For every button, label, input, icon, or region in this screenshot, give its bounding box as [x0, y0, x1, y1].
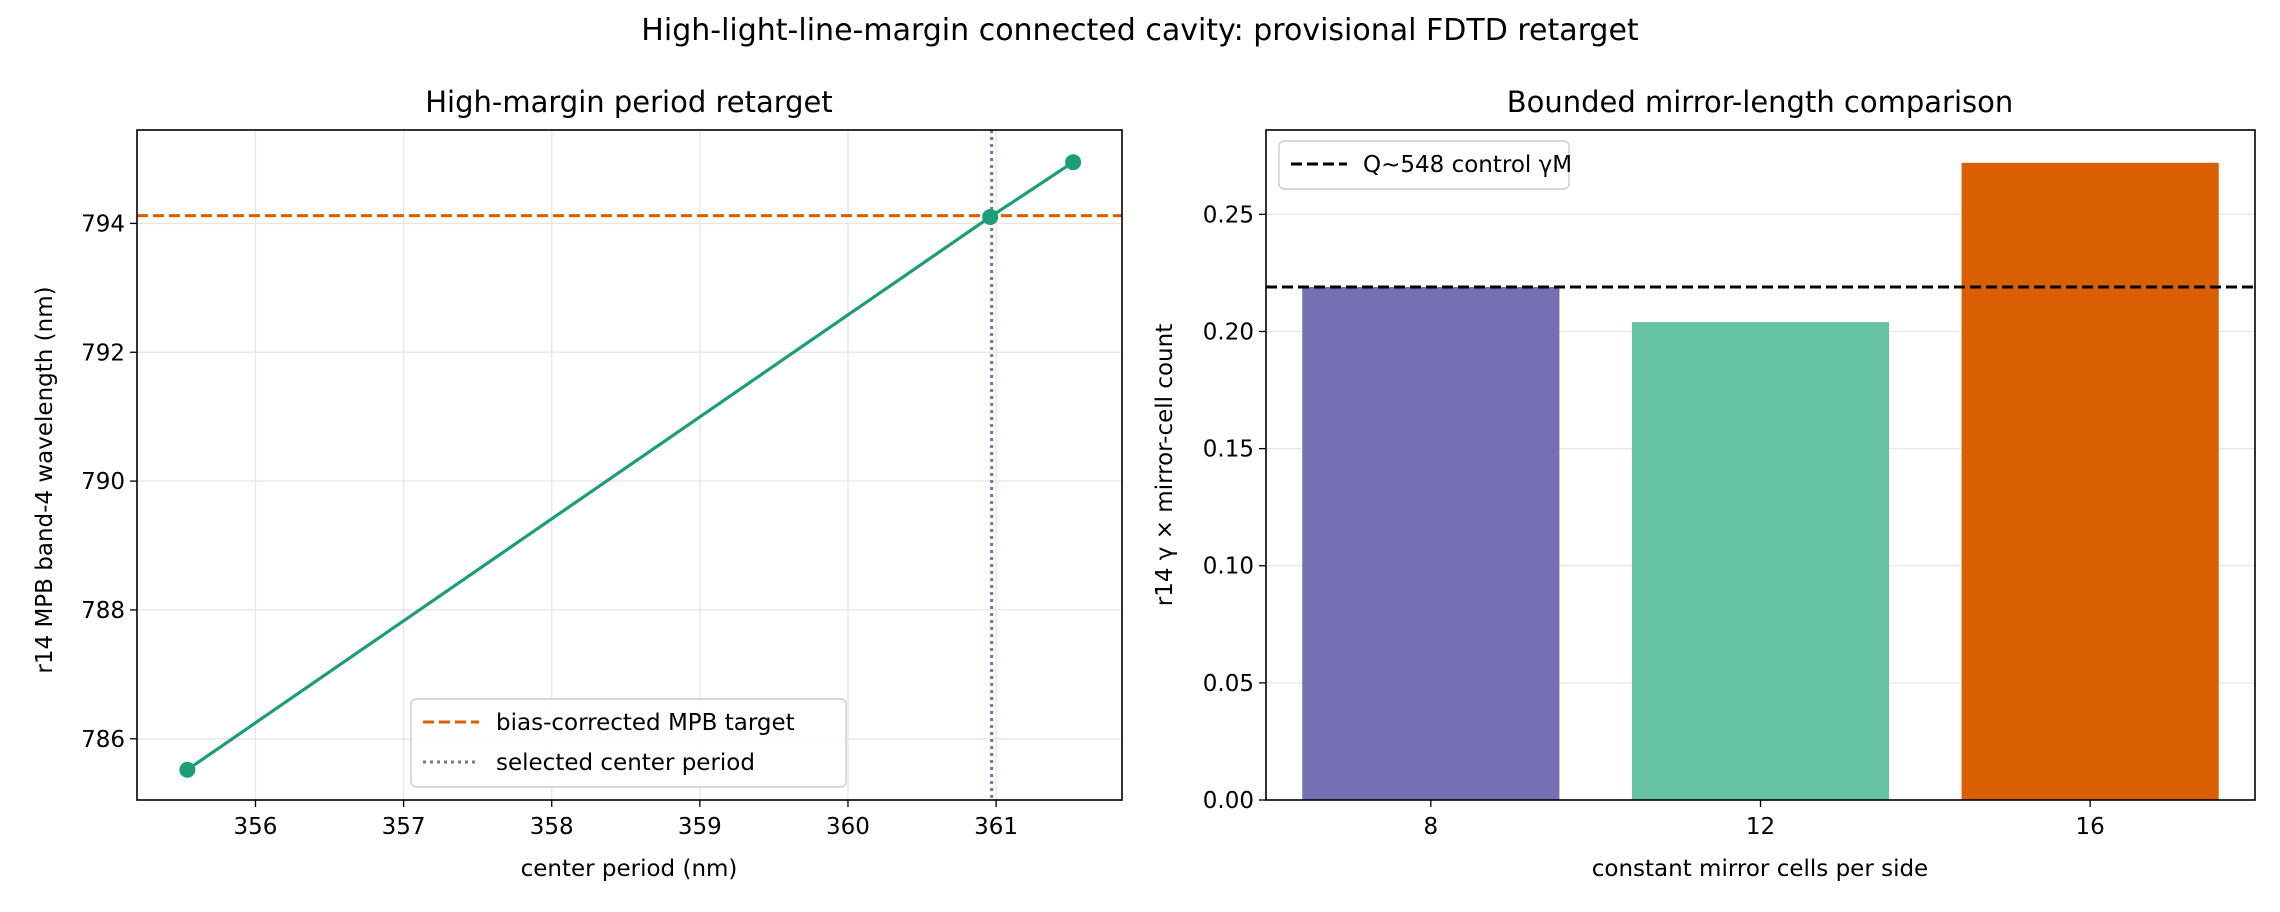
left-marks	[137, 130, 1122, 800]
left-x-tick-label: 358	[530, 814, 574, 840]
right-y-tick-label: 0.25	[1203, 202, 1254, 228]
right-plot-frame	[1265, 129, 2256, 801]
left-x-axis-label: center period (nm)	[521, 856, 738, 882]
right-chart-title: Bounded mirror-length comparison	[1507, 85, 2014, 119]
right-y-tick-label: 0.05	[1203, 671, 1254, 697]
left-legend: bias-corrected MPB target selected cente…	[410, 698, 847, 788]
left-x-tick-label: 359	[678, 814, 722, 840]
left-chart-title: High-margin period retarget	[425, 85, 833, 119]
figure-suptitle: High-light-line-margin connected cavity:…	[641, 13, 1639, 48]
left-panel: High-margin period retarget center perio…	[32, 85, 1123, 882]
left-y-tick-label: 790	[81, 469, 125, 495]
wavelength-series-line	[186, 160, 1075, 772]
legend-selected-label: selected center period	[496, 750, 755, 776]
left-y-tick-label: 786	[81, 727, 125, 753]
wavelength-data-point	[982, 208, 999, 225]
right-x-axis-label: constant mirror cells per side	[1592, 856, 1928, 882]
left-grid	[137, 130, 1122, 800]
right-legend: Q~548 control γM	[1278, 140, 1572, 190]
left-ticks: 356 357 358 359 360 361 786 788 790 792 794	[81, 211, 1018, 840]
right-y-tick-label: 0.15	[1203, 437, 1254, 463]
left-legend-box	[410, 698, 847, 788]
right-panel: Bounded mirror-length comparison constan…	[1152, 85, 2256, 882]
left-x-tick-label: 360	[826, 814, 870, 840]
left-y-tick-label: 788	[81, 598, 125, 624]
right-legend-box	[1278, 140, 1570, 190]
wavelength-data-point	[179, 761, 196, 778]
left-y-tick-label: 794	[81, 211, 125, 237]
right-marks	[1266, 162, 2255, 801]
left-x-tick-label: 357	[382, 814, 426, 840]
right-x-tick-label: 16	[2076, 814, 2105, 840]
bar-mirror-cells-8	[1302, 286, 1560, 801]
right-ticks: 0.00 0.05 0.10 0.15 0.20 0.25 8 12 16	[1203, 202, 2105, 840]
right-y-tick-label: 0.00	[1203, 788, 1254, 814]
legend-control-label: Q~548 control γM	[1363, 152, 1572, 178]
right-x-tick-label: 8	[1424, 814, 1439, 840]
right-y-tick-label: 0.10	[1203, 554, 1254, 580]
legend-target-label: bias-corrected MPB target	[496, 710, 795, 736]
bar-mirror-cells-12	[1631, 322, 1890, 800]
right-y-tick-label: 0.20	[1203, 319, 1254, 345]
right-y-axis-label: r14 γ × mirror-cell count	[1152, 324, 1178, 606]
left-x-tick-label: 356	[234, 814, 278, 840]
left-x-tick-label: 361	[974, 814, 1018, 840]
left-plot-frame	[136, 129, 1123, 801]
wavelength-data-point	[1065, 154, 1082, 171]
left-y-axis-label: r14 MPB band-4 wavelength (nm)	[32, 286, 58, 673]
right-x-tick-label: 12	[1746, 814, 1775, 840]
left-y-tick-label: 792	[81, 340, 125, 366]
bar-mirror-cells-16	[1961, 162, 2219, 801]
